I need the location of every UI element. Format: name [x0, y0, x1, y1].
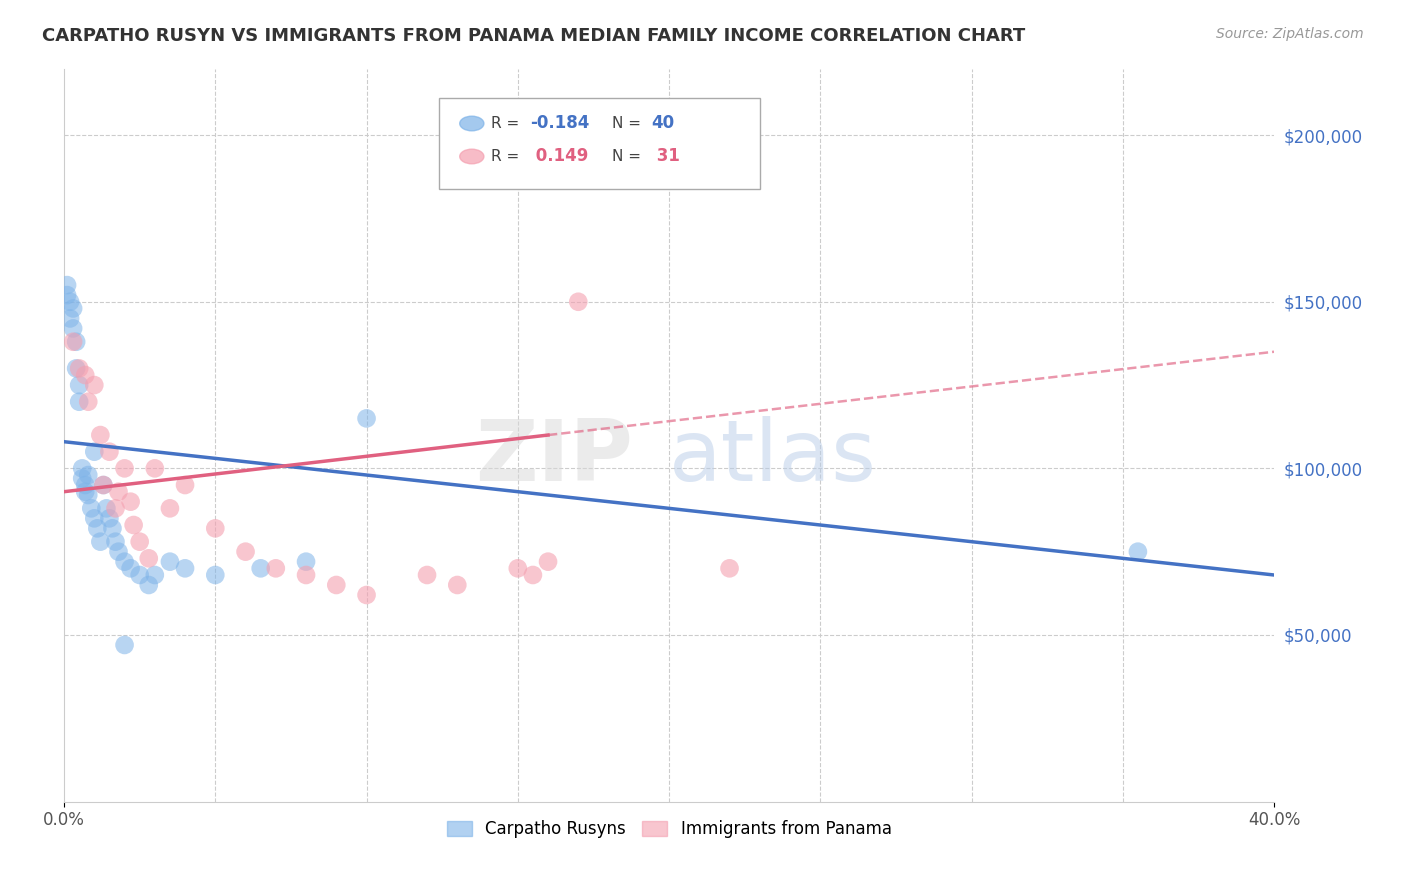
- Point: [101, 521, 124, 535]
- Point: [107, 484, 129, 499]
- Text: 31: 31: [651, 147, 679, 166]
- Point: [77, 488, 100, 502]
- Point: [446, 578, 468, 592]
- Text: 40: 40: [651, 114, 673, 133]
- Point: [89, 534, 111, 549]
- Point: [96, 501, 118, 516]
- Point: [1126, 544, 1149, 558]
- Point: [143, 461, 166, 475]
- Point: [122, 518, 145, 533]
- Point: [70, 461, 93, 475]
- Point: [104, 534, 127, 549]
- Point: [75, 368, 97, 382]
- Point: [107, 544, 129, 558]
- Point: [138, 551, 160, 566]
- Legend: Carpatho Rusyns, Immigrants from Panama: Carpatho Rusyns, Immigrants from Panama: [440, 814, 898, 845]
- Point: [235, 544, 257, 558]
- Text: R =: R =: [491, 149, 524, 164]
- Text: N =: N =: [612, 116, 645, 131]
- Circle shape: [460, 116, 484, 131]
- Point: [114, 555, 136, 569]
- Point: [59, 311, 82, 326]
- Point: [356, 411, 378, 425]
- Point: [59, 294, 82, 309]
- Point: [62, 334, 84, 349]
- Point: [98, 511, 121, 525]
- Point: [93, 478, 115, 492]
- Text: CARPATHO RUSYN VS IMMIGRANTS FROM PANAMA MEDIAN FAMILY INCOME CORRELATION CHART: CARPATHO RUSYN VS IMMIGRANTS FROM PANAMA…: [42, 27, 1025, 45]
- Point: [65, 361, 87, 376]
- Point: [75, 484, 97, 499]
- Text: ZIP: ZIP: [475, 416, 633, 499]
- Text: 0.149: 0.149: [530, 147, 588, 166]
- Text: N =: N =: [612, 149, 645, 164]
- Point: [114, 638, 136, 652]
- Point: [537, 555, 560, 569]
- Text: -0.184: -0.184: [530, 114, 589, 133]
- Text: atlas: atlas: [669, 416, 877, 499]
- Point: [56, 278, 79, 293]
- Circle shape: [460, 149, 484, 164]
- Text: R =: R =: [491, 116, 524, 131]
- Point: [67, 361, 90, 376]
- Point: [114, 461, 136, 475]
- Point: [70, 471, 93, 485]
- Point: [204, 521, 226, 535]
- Point: [98, 444, 121, 458]
- Point: [120, 561, 142, 575]
- Point: [295, 568, 318, 582]
- Point: [325, 578, 347, 592]
- Point: [174, 561, 197, 575]
- Point: [174, 478, 197, 492]
- Point: [104, 501, 127, 516]
- Point: [159, 501, 181, 516]
- Point: [75, 478, 97, 492]
- Point: [295, 555, 318, 569]
- Point: [128, 568, 150, 582]
- Point: [143, 568, 166, 582]
- Point: [159, 555, 181, 569]
- Point: [77, 468, 100, 483]
- Point: [506, 561, 529, 575]
- Point: [522, 568, 544, 582]
- Point: [86, 521, 108, 535]
- Point: [249, 561, 271, 575]
- Point: [718, 561, 741, 575]
- Point: [567, 294, 589, 309]
- Point: [62, 301, 84, 316]
- Point: [67, 394, 90, 409]
- Point: [83, 511, 105, 525]
- Point: [67, 378, 90, 392]
- Point: [128, 534, 150, 549]
- Point: [77, 394, 100, 409]
- Point: [204, 568, 226, 582]
- Point: [62, 321, 84, 335]
- Point: [80, 501, 103, 516]
- Point: [93, 478, 115, 492]
- FancyBboxPatch shape: [439, 98, 759, 189]
- Point: [83, 378, 105, 392]
- Point: [89, 428, 111, 442]
- Point: [138, 578, 160, 592]
- Point: [65, 334, 87, 349]
- Point: [56, 288, 79, 302]
- Point: [83, 444, 105, 458]
- Point: [120, 494, 142, 508]
- Point: [416, 568, 439, 582]
- Point: [356, 588, 378, 602]
- Point: [264, 561, 287, 575]
- Text: Source: ZipAtlas.com: Source: ZipAtlas.com: [1216, 27, 1364, 41]
